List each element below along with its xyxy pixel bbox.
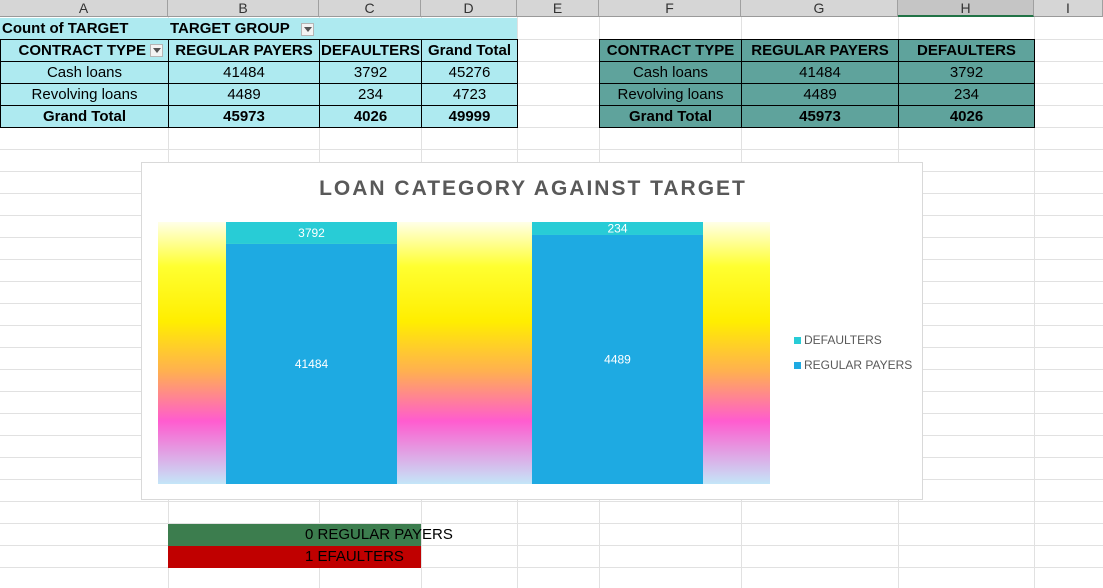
pivot-cell[interactable]: 45276 (421, 61, 518, 84)
summary-total-cell[interactable]: Grand Total (599, 105, 742, 128)
defaulters-note[interactable]: 1 EFAULTERS (305, 548, 404, 565)
pivot-total-cell[interactable]: 4026 (319, 105, 422, 128)
bar-segment-defaulters[interactable] (532, 222, 703, 235)
defaulters-fill-cell[interactable] (168, 546, 421, 568)
column-header-b[interactable]: B (168, 0, 319, 17)
pivot-count-label: Count of TARGET (0, 18, 168, 39)
pivot-cell[interactable]: 4723 (421, 83, 518, 106)
summary-header-regular-payers: REGULAR PAYERS (741, 39, 899, 62)
column-header-h[interactable]: H (898, 0, 1034, 17)
pivot-cell[interactable]: Revolving loans (0, 83, 169, 106)
data-label: 4489 (604, 352, 631, 366)
legend-item-defaulters[interactable]: DEFAULTERS (794, 333, 882, 347)
legend-swatch-icon (794, 361, 801, 369)
pivot-cell[interactable]: Cash loans (0, 61, 169, 84)
legend-label: REGULAR PAYERS (804, 358, 913, 372)
data-label: 3792 (298, 226, 325, 240)
chart-bars: 41484 3792 4489 234 (226, 221, 703, 484)
summary-cell[interactable]: 3792 (898, 61, 1035, 84)
contract-filter-dropdown-icon[interactable] (150, 44, 163, 57)
column-header-i[interactable]: I (1034, 0, 1103, 17)
pivot-total-cell[interactable]: 45973 (168, 105, 320, 128)
pivot-total-cell[interactable]: 49999 (421, 105, 518, 128)
legend-label: DEFAULTERS (804, 333, 882, 347)
regular-payers-note[interactable]: 0 REGULAR PAYERS (305, 526, 453, 543)
column-header-e[interactable]: E (517, 0, 599, 17)
summary-cell[interactable]: 234 (898, 83, 1035, 106)
bar-segment-regular-payers[interactable] (226, 243, 397, 484)
legend-item-regular-payers[interactable]: REGULAR PAYERS (794, 358, 912, 372)
chart-title: LOAN CATEGORY AGAINST TARGET (319, 177, 747, 200)
pivot-header-defaulters: DEFAULTERS (319, 39, 422, 62)
pivot-header-contract-type: CONTRACT TYPE (0, 39, 169, 62)
regular-payers-fill-cell[interactable] (168, 524, 421, 546)
summary-total-cell[interactable]: 4026 (898, 105, 1035, 128)
pivot-header-grand-total: Grand Total (421, 39, 518, 62)
chart-plot[interactable]: 41484 3792 4489 234 (142, 163, 922, 499)
bar-segment-defaulters[interactable] (226, 222, 397, 244)
column-header-d[interactable]: D (421, 0, 517, 17)
pivot-cell[interactable]: 41484 (168, 61, 320, 84)
loan-category-chart[interactable]: LOAN CATEGORY AGAINST TARGET 41484 3792 44… (141, 162, 923, 500)
summary-cell[interactable]: Revolving loans (599, 83, 742, 106)
summary-cell[interactable]: 4489 (741, 83, 899, 106)
pivot-blank-header (319, 18, 517, 39)
group-filter-dropdown-icon[interactable] (301, 23, 314, 36)
summary-cell[interactable]: 41484 (741, 61, 899, 84)
bar-segment-regular-payers[interactable] (532, 234, 703, 484)
summary-total-cell[interactable]: 45973 (741, 105, 899, 128)
data-label: 41484 (295, 357, 329, 371)
pivot-cell[interactable]: 234 (319, 83, 422, 106)
legend-swatch-icon (794, 336, 801, 344)
summary-cell[interactable]: Cash loans (599, 61, 742, 84)
column-header-c[interactable]: C (319, 0, 421, 17)
pivot-group-label: TARGET GROUP (168, 18, 319, 39)
pivot-total-cell[interactable]: Grand Total (0, 105, 169, 128)
column-header-g[interactable]: G (741, 0, 898, 17)
summary-header-contract-type: CONTRACT TYPE (599, 39, 742, 62)
pivot-header-regular-payers: REGULAR PAYERS (168, 39, 320, 62)
data-label: 234 (607, 221, 627, 235)
column-header-a[interactable]: A (0, 0, 168, 17)
pivot-cell[interactable]: 3792 (319, 61, 422, 84)
pivot-cell[interactable]: 4489 (168, 83, 320, 106)
summary-header-defaulters: DEFAULTERS (898, 39, 1035, 62)
column-header-f[interactable]: F (599, 0, 741, 17)
